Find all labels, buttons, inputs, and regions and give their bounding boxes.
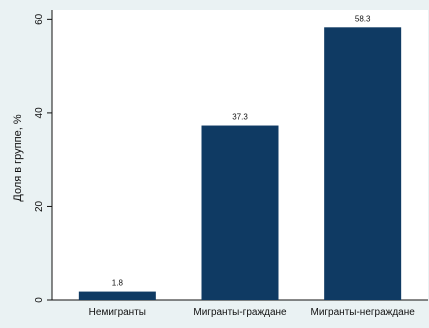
y-tick-label: 20 (34, 200, 45, 212)
y-tick-label: 60 (34, 13, 45, 25)
bar-value-label: 37.3 (232, 113, 248, 122)
bar (201, 125, 279, 300)
bar-value-label: 1.8 (112, 279, 124, 288)
y-axis-label: Доля в группе, % (12, 114, 24, 201)
bar-value-labels: 1.8 37.3 58.3 (112, 14, 371, 287)
bar-value-label: 58.3 (355, 14, 371, 23)
bar (324, 27, 402, 300)
bars-group (78, 27, 402, 300)
x-category-label: Мигранты-неграждане (310, 307, 415, 318)
y-tick-label: 40 (34, 107, 45, 119)
y-axis: 0 20 40 60 (34, 10, 53, 303)
y-tick-label: 0 (34, 297, 45, 303)
x-category-label: Немигранты (89, 307, 146, 318)
bar (78, 291, 156, 300)
x-category-label: Мигранты-граждане (193, 307, 287, 318)
